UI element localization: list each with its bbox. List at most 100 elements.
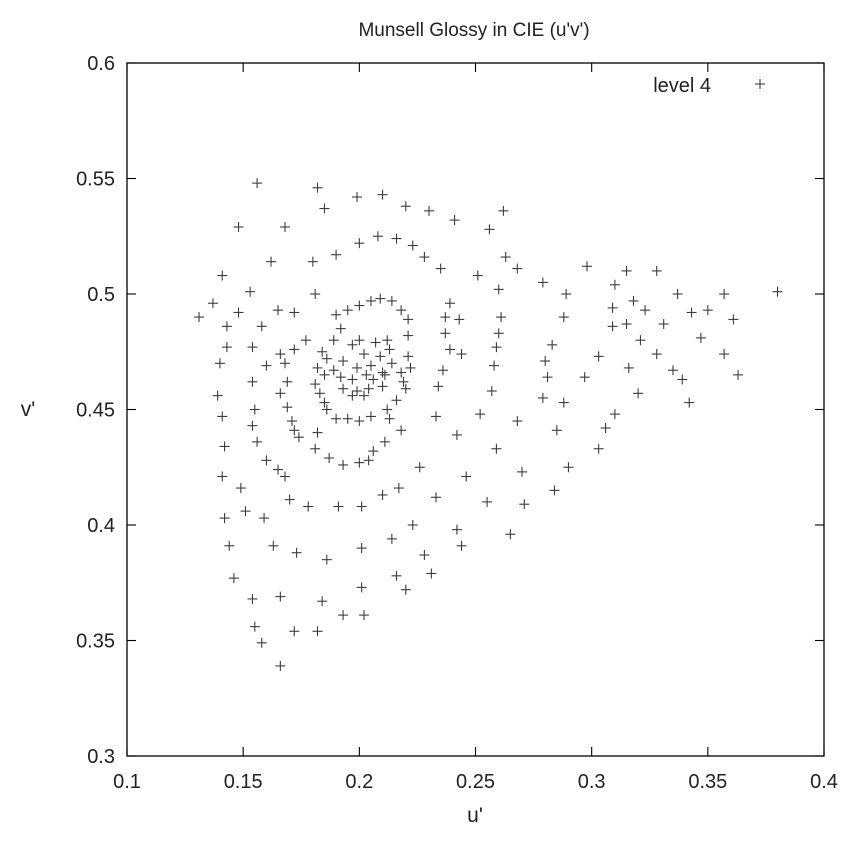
data-point [358, 390, 369, 401]
data-point [245, 286, 256, 297]
data-point [252, 436, 263, 447]
data-point [702, 305, 713, 316]
data-point [289, 344, 300, 355]
legend-marker-symbol [755, 79, 765, 89]
data-point [537, 277, 548, 288]
plot-frame [126, 62, 825, 757]
data-point [431, 492, 442, 503]
data-point [719, 349, 730, 360]
data-point [540, 355, 551, 366]
data-point [317, 596, 328, 607]
data-point [561, 289, 572, 299]
data-point [331, 413, 342, 424]
data-point [249, 621, 260, 632]
data-point [407, 240, 418, 251]
data-point [247, 342, 258, 353]
data-point [354, 335, 365, 346]
data-point [312, 362, 323, 373]
data-point [358, 349, 369, 360]
data-point [609, 279, 620, 290]
data-point [321, 554, 332, 565]
data-point [472, 270, 483, 281]
data-point [319, 397, 330, 408]
data-point [275, 660, 286, 671]
data-point [621, 319, 632, 330]
data-point [368, 374, 379, 385]
data-point [593, 351, 604, 362]
data-point [489, 360, 500, 371]
data-point [279, 358, 290, 369]
y-tick-label: 0.6 [87, 53, 115, 75]
data-point [542, 372, 553, 383]
data-point [284, 494, 295, 505]
data-point [621, 265, 632, 276]
data-point [484, 224, 495, 235]
data-point [512, 416, 523, 427]
data-point [372, 231, 383, 242]
data-point [549, 485, 560, 496]
data-point [437, 365, 448, 376]
data-point [365, 295, 376, 306]
data-point [228, 573, 239, 584]
data-point [414, 462, 425, 473]
data-point [607, 302, 618, 313]
data-point [633, 388, 644, 399]
x-tick-label: 0.25 [456, 771, 495, 793]
data-point [214, 358, 225, 369]
data-point [338, 610, 349, 621]
data-point [352, 191, 363, 202]
data-point [273, 464, 284, 475]
data-point [289, 626, 300, 637]
x-tick-label: 0.15 [224, 771, 263, 793]
data-point [424, 205, 435, 216]
data-point [219, 513, 230, 524]
data-point [194, 312, 205, 323]
data-point [391, 395, 402, 406]
data-point [672, 289, 683, 299]
data-point [342, 413, 353, 424]
data-point [695, 332, 706, 343]
data-point [386, 533, 397, 544]
data-point [491, 342, 502, 353]
data-point [300, 335, 311, 346]
data-point [347, 390, 358, 401]
data-point [400, 201, 411, 212]
data-point [558, 312, 569, 323]
data-point [640, 305, 651, 316]
data-point [275, 349, 286, 360]
data-point [224, 540, 235, 551]
data-point [354, 238, 365, 249]
data-point [393, 483, 404, 494]
data-point [407, 520, 418, 530]
data-point [444, 344, 455, 355]
data-point [331, 249, 342, 260]
data-point [405, 362, 416, 373]
x-tick-label: 0.35 [688, 771, 727, 793]
data-point [628, 295, 639, 306]
data-point [686, 307, 697, 318]
data-point [217, 471, 228, 482]
data-point [256, 321, 267, 332]
data-point [519, 499, 530, 510]
data-point [328, 365, 339, 376]
data-point [382, 404, 393, 415]
data-point [537, 392, 548, 403]
y-axis-label: v' [21, 398, 36, 421]
data-point [289, 307, 300, 318]
data-point [600, 422, 611, 433]
data-point [273, 305, 284, 316]
data-point [658, 319, 669, 330]
data-point [651, 349, 662, 360]
data-point [368, 446, 379, 457]
data-point [516, 466, 527, 477]
data-point [684, 397, 695, 408]
data-point [677, 374, 688, 385]
data-point [310, 289, 321, 299]
data-point [444, 298, 455, 309]
data-point [386, 295, 397, 306]
data-point [249, 404, 260, 415]
data-point [377, 367, 388, 378]
data-point [247, 420, 258, 431]
data-point [338, 355, 349, 366]
